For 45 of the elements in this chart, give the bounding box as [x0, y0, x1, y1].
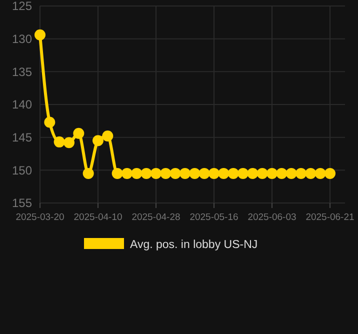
- point: [122, 168, 132, 179]
- point: [54, 136, 65, 148]
- y-tick-label: 130: [12, 32, 32, 46]
- point: [305, 168, 316, 179]
- point: [314, 168, 326, 179]
- point: [228, 168, 239, 179]
- point: [160, 168, 172, 179]
- point: [92, 135, 104, 146]
- y-tick-label: 135: [12, 64, 32, 79]
- point: [324, 168, 336, 179]
- point: [180, 168, 190, 179]
- point: [256, 168, 268, 179]
- point: [170, 168, 181, 179]
- point: [208, 168, 220, 179]
- point: [73, 128, 84, 139]
- point: [150, 168, 162, 179]
- point: [286, 168, 297, 179]
- y-tick-label: 155: [12, 196, 32, 210]
- point: [296, 168, 306, 179]
- y-tick-label: 125: [12, 0, 32, 14]
- legend-label: Avg. pos. in lobby US-NJ: [130, 239, 258, 252]
- x-tick-label: 2025-04-28: [132, 212, 180, 223]
- x-tick-label: 2025-06-21: [306, 212, 354, 223]
- point: [276, 168, 288, 179]
- y-tick-label: 140: [12, 98, 32, 112]
- point: [64, 137, 74, 148]
- point: [140, 168, 152, 179]
- point: [82, 168, 94, 179]
- x-tick-label: 2025-06-03: [248, 212, 296, 223]
- point: [102, 130, 114, 142]
- x-tick-label: 2025-04-10: [74, 212, 122, 223]
- y-tick-label: 150: [12, 163, 32, 178]
- point: [34, 29, 46, 40]
- x-tick-label: 2025-05-16: [190, 212, 238, 223]
- point: [131, 168, 142, 179]
- point: [44, 116, 56, 128]
- point: [112, 168, 123, 179]
- point: [238, 168, 248, 179]
- y-tick-label: 145: [12, 130, 32, 145]
- x-tick-label: 2025-03-20: [16, 212, 64, 223]
- point: [218, 168, 230, 179]
- point: [266, 168, 278, 179]
- point: [189, 168, 200, 179]
- point: [198, 168, 210, 179]
- point: [247, 168, 258, 179]
